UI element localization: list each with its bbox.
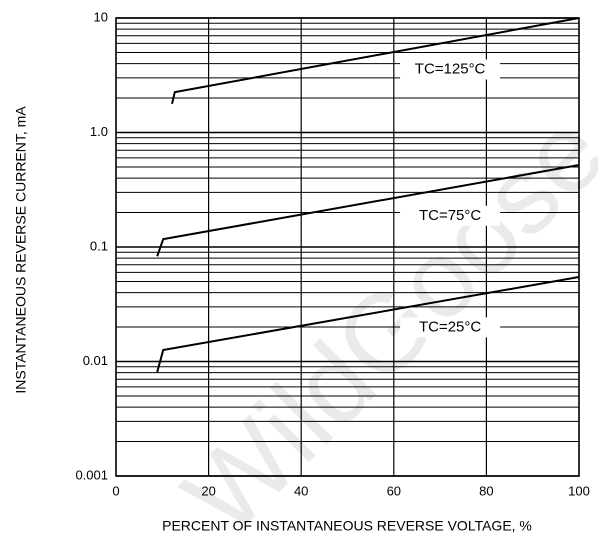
x-tick-label: 40 — [294, 483, 308, 498]
y-tick-label: 0.01 — [83, 353, 108, 368]
legend-bg — [400, 205, 501, 226]
y-tick-label: 0.1 — [90, 238, 108, 253]
plot-frame — [115, 17, 580, 477]
x-tick-label: 0 — [112, 483, 119, 498]
series-line — [156, 164, 580, 257]
y-tick-label: 10 — [94, 9, 108, 24]
legend-bg — [400, 317, 501, 338]
y-axis-label: INSTANTANEOUS REVERSE CURRENT, mA — [13, 106, 29, 394]
series-line — [156, 276, 580, 373]
x-tick-label: 80 — [479, 483, 493, 498]
legend-label: TC=75°C — [419, 207, 481, 224]
legend-label: TC=125°C — [415, 60, 486, 77]
x-tick-label: 100 — [568, 483, 590, 498]
y-tick-label: 1.0 — [90, 124, 108, 139]
x-axis-label: PERCENT OF INSTANTANEOUS REVERSE VOLTAGE… — [162, 518, 532, 534]
x-tick-label: 60 — [387, 483, 401, 498]
legend-label: TC=25°C — [419, 318, 481, 335]
y-tick-label: 0.001 — [75, 467, 108, 482]
series-line — [171, 17, 580, 105]
legend-bg — [400, 59, 501, 80]
x-tick-label: 20 — [201, 483, 215, 498]
